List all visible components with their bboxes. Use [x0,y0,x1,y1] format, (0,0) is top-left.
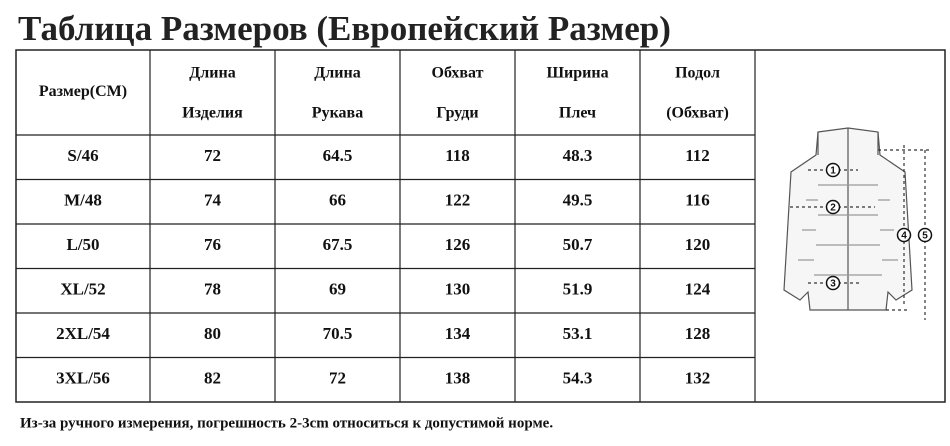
table-cell: 122 [445,191,471,210]
table-cell: 64.5 [323,146,353,165]
table-cell: 53.1 [563,324,593,343]
table-cell: 74 [204,191,222,210]
table-cell: 134 [445,324,471,343]
table-cell: 72 [329,369,346,388]
header-cell: Груди [436,105,478,122]
table-border [15,49,946,403]
header-cell: Рукава [312,105,363,122]
table-cell: L/50 [66,235,99,254]
table-cell: 82 [204,369,221,388]
table-cell: 138 [445,369,471,388]
table-cell: 76 [204,235,221,254]
table-cell: 54.3 [563,369,593,388]
header-cell: Длина [189,65,235,82]
table-cell: 2XL/54 [56,324,110,343]
table-cell: 132 [685,369,711,388]
header-cell: Изделия [182,105,243,122]
header-cell: Обхват [432,65,484,82]
table-cell: 120 [685,235,711,254]
jacket-seams [817,128,879,310]
title: Таблица Размеров (Европейский Размер) [18,9,671,48]
table-cell: 130 [445,280,471,299]
jacket-quilting [798,184,898,276]
header-cell: Размер(CM) [39,83,127,100]
table-cell: 126 [445,235,471,254]
table-cell: 69 [329,280,346,299]
table-cell: 116 [685,191,710,210]
marker-label: 2 [830,203,836,214]
table-cell: 70.5 [323,324,353,343]
header-cell: (Обхват) [666,105,729,122]
header-cell: Ширина [546,65,608,82]
table-cell: 66 [329,191,346,210]
marker-label: 4 [901,231,907,242]
header-cell: Подол [675,65,720,82]
marker-circle [896,227,912,243]
table-cell: 3XL/56 [56,369,110,388]
header-cell: Плеч [559,105,596,122]
markers: 1 2 3 4 5 [825,162,933,291]
marker-label: 1 [830,166,836,177]
marker-circle [825,275,841,291]
table-cell: M/48 [64,191,102,210]
header-cell: Длина [314,65,360,82]
table-cell: 128 [685,324,711,343]
table-cell: 124 [685,280,711,299]
table-cell: 67.5 [323,235,353,254]
table-cell: 118 [445,146,470,165]
table-cell: XL/52 [60,280,105,299]
footnote: Из-за ручного измерения, погрешность 2-3… [20,415,553,431]
size-table: Размер(CM) Длина Изделия Длина Рукава Обхват Г… [15,49,946,403]
marker-label: 3 [830,279,836,290]
table-cell: 72 [204,146,221,165]
marker-label: 5 [922,231,928,242]
table-cell: 51.9 [563,280,593,299]
table-cell: 80 [204,324,221,343]
marker-circle [917,227,933,243]
table-cell: S/46 [67,146,98,165]
marker-circle [825,199,841,215]
jacket-diagram [783,127,930,320]
table-cell: 50.7 [563,235,593,254]
marker-circle [825,162,841,178]
table-cell: 48.3 [563,146,593,165]
table-cell: 112 [685,146,710,165]
table-cell: 78 [204,280,221,299]
table-cell: 49.5 [563,191,593,210]
